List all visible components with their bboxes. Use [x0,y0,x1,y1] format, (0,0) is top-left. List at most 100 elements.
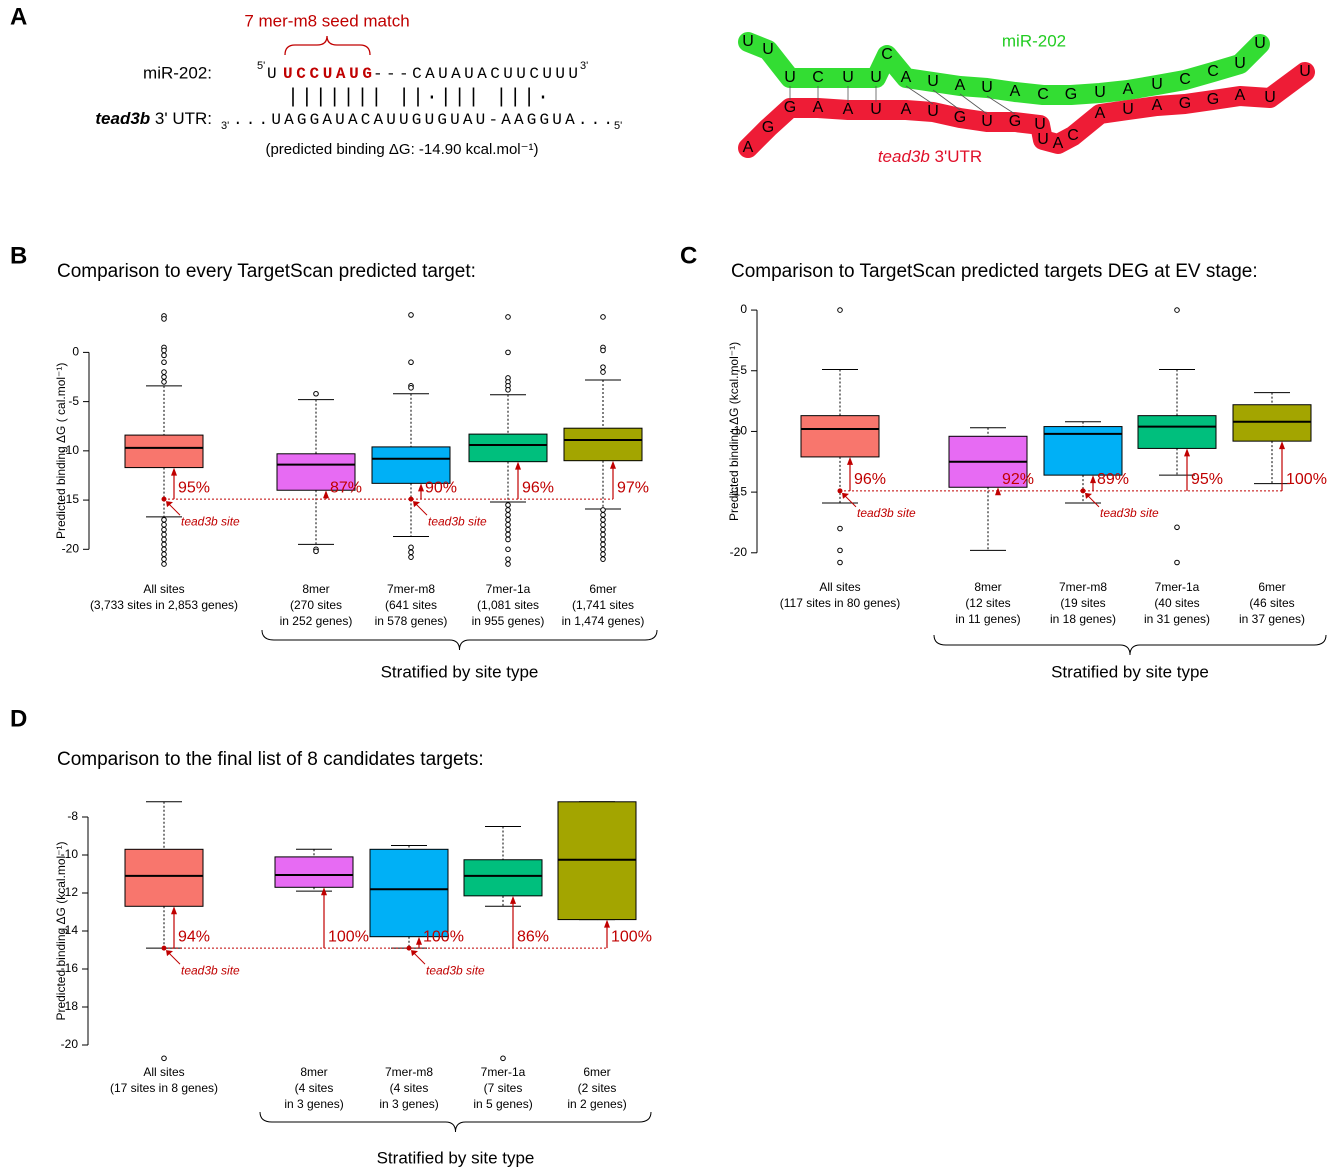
nucleotide: G [954,109,966,126]
percent-label: 86% [517,928,549,945]
nucleotide: A [1235,87,1246,104]
site-point [161,945,167,951]
nucleotide: U [762,41,774,58]
chart-title: Comparison to every TargetScan predicted… [57,261,476,282]
dg-note: (predicted binding ΔG: -14.90 kcal.mol⁻¹… [265,141,538,158]
outlier [161,526,167,533]
outlier [600,551,606,558]
arrow-head [171,467,177,476]
percent-label: 92% [1002,471,1034,488]
x-tick-label: 7mer-m8 [387,582,435,596]
nucleotide: U [981,113,993,130]
outlier [161,546,167,553]
nucleotide: G [1009,113,1021,130]
x-tick-label: 7mer-1a [481,1065,526,1079]
outlier [505,512,511,518]
group-brace [261,629,658,651]
outlier [1174,307,1180,313]
arrow-head [1085,492,1092,499]
nucleotide: C [881,46,893,63]
x-tick-label: 7mer-m8 [1059,580,1107,594]
box [1137,415,1217,449]
base-pair [932,89,961,111]
nucleotide: A [1123,81,1134,98]
nucleotide: U [1299,63,1311,80]
group-label: Stratified by site type [377,1148,535,1167]
arrow-head [842,492,849,499]
outlier [837,307,843,313]
nucleotide: U [1122,101,1134,118]
nucleotide: A [901,69,912,86]
utr-label-rest: 3' UTR: [150,109,212,128]
x-tick-detail: in 955 genes) [472,614,545,628]
outlier [505,502,511,508]
nucleotide: A [743,139,754,156]
x-tick-detail: (17 sites in 8 genes) [110,1081,218,1095]
y-tick-label: -20 [61,1037,79,1051]
y-tick-label: -20 [62,541,80,555]
percent-label: 90% [425,479,457,496]
y-tick-label: -10 [730,424,748,438]
outlier [505,314,511,320]
y-tick-label: -5 [736,363,747,377]
x-tick-detail: in 578 genes) [375,614,448,628]
x-tick-label: 8mer [974,580,1001,594]
percent-label: 100% [423,928,464,945]
box [800,415,880,458]
x-tick-label: 7mer-m8 [385,1065,433,1079]
mir-label: miR-202: [143,63,212,82]
y-tick-label: -20 [730,545,748,559]
x-tick-detail: in 37 genes) [1239,612,1305,626]
nucleotide: U [1034,116,1046,133]
base-pair [905,85,934,105]
arrow-head [166,950,173,957]
percent-label: 89% [1097,471,1129,488]
x-tick-detail: (270 sites [290,598,342,612]
seed-brace [284,35,371,56]
nucleotide: U [870,69,882,86]
percent-label: 94% [178,928,210,945]
site-label: tead3b site [181,963,240,977]
outlier [600,516,606,523]
x-tick-detail: (4 sites [295,1081,334,1095]
outlier [161,1055,167,1062]
percent-label: 95% [1191,471,1223,488]
y-tick-label: -5 [68,394,79,408]
site-label: tead3b site [857,506,916,520]
arrow-head [411,950,418,957]
nucleotide: A [1095,105,1106,122]
chart-title: Comparison to the final list of 8 candid… [57,749,484,770]
nucleotide: U [1264,89,1276,106]
arrow-head [847,456,853,465]
ribbon [738,32,1270,105]
y-axis-label: Predicted binding ΔG (kcal.mol⁻¹) [727,342,741,521]
outlier [505,516,511,523]
outlier [837,559,843,566]
arrow-head [323,490,329,499]
x-tick-detail: (1,081 sites [477,598,539,612]
base-pair [959,93,988,115]
outlier [161,536,167,543]
percent-label: 97% [617,479,649,496]
utr-name-rest: 3'UTR [930,147,982,166]
x-tick-label: All sites [143,1065,184,1079]
y-tick-label: -15 [62,492,80,506]
outlier [837,525,843,532]
outlier [500,1055,506,1062]
y-tick-label: -15 [730,484,748,498]
x-tick-detail: (117 sites in 80 genes) [780,596,901,610]
y-tick-label: 0 [740,302,747,316]
x-tick-detail: in 2 genes) [567,1097,626,1111]
group-brace [259,1111,652,1133]
utr-label: tead3b 3' UTR: [95,109,212,128]
y-tick-label: -18 [61,999,79,1013]
outlier [408,549,414,556]
box [276,453,356,491]
y-tick-label: -10 [62,443,80,457]
utr-seq: ...UAGGAUACAUUGUGUAU-AAGGUA... [233,111,613,129]
outlier [161,551,167,558]
outlier [505,387,511,393]
box [124,434,204,469]
x-tick-detail: (2 sites [578,1081,617,1095]
outlier [505,561,511,567]
